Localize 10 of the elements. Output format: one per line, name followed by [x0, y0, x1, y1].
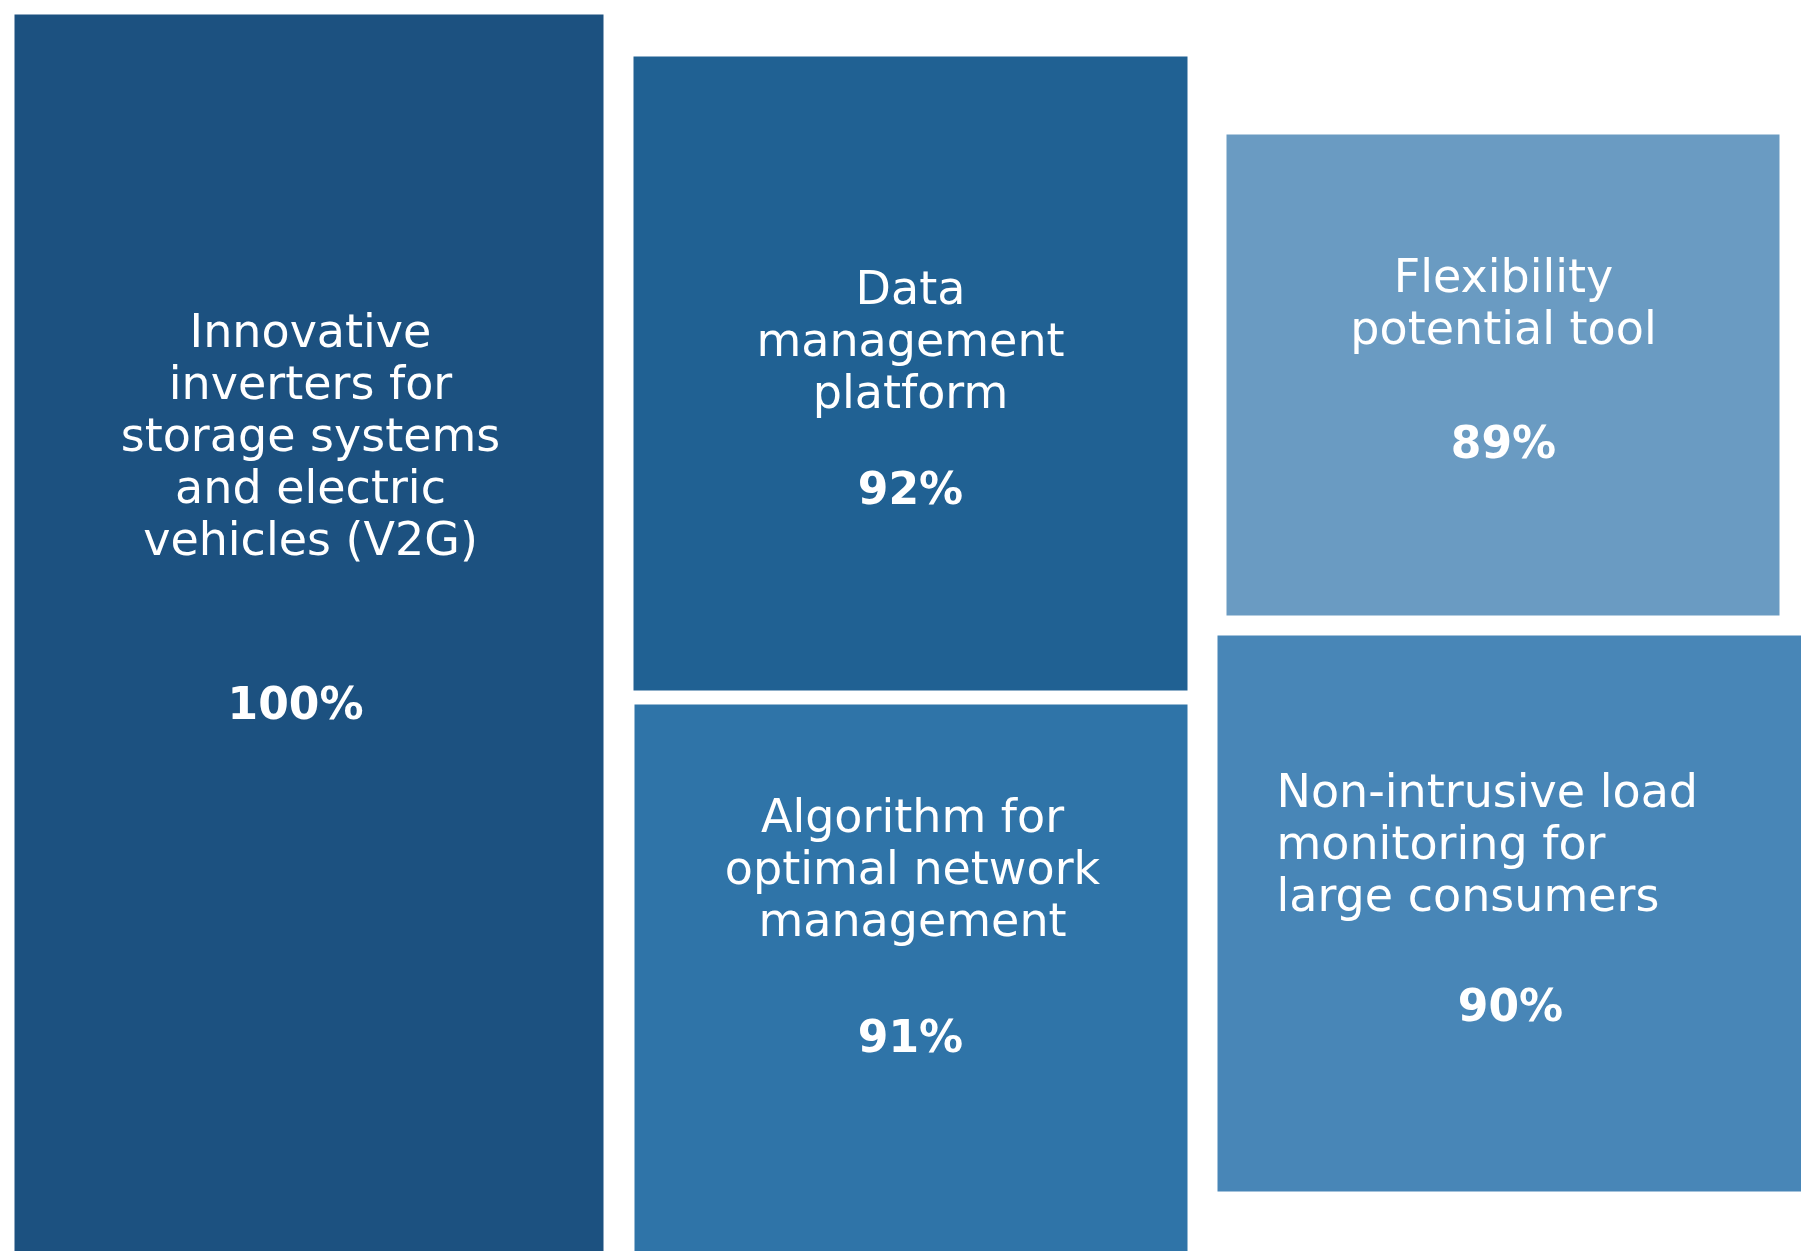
category-label: Algorithm for optimal network management [724, 788, 1101, 947]
data-label: 100% [227, 678, 364, 729]
category-label: Innovative inverters for storage systems and electric vehicles (V2G) [120, 303, 501, 566]
data-label: 91% [857, 1011, 964, 1062]
category-label: Data management platform [756, 260, 1065, 419]
data-label: 89% [1450, 417, 1557, 468]
data-label: 90% [1457, 980, 1564, 1031]
data-label: 92% [857, 463, 964, 514]
category-label: Non-intrusive load monitoring for large consumers [1276, 763, 1699, 922]
category-label: Flexibility potential tool [1350, 248, 1657, 355]
